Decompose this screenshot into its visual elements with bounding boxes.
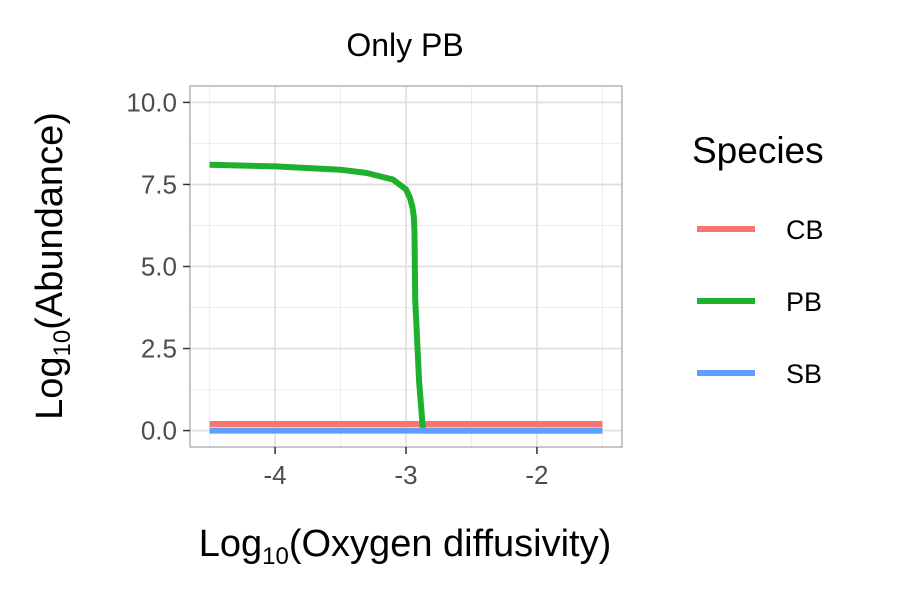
y-axis-title-paren: (Abundance): [29, 112, 71, 330]
x-axis-title-base: Log: [199, 523, 262, 565]
x-axis-title-paren: (Oxygen diffusivity): [289, 523, 611, 565]
x-tick-label: -3: [394, 460, 417, 490]
major-gridlines: [190, 86, 622, 447]
series-lines: [209, 161, 603, 434]
y-axis-title-subscript: 10: [49, 330, 76, 357]
y-tick-label: 10.0: [126, 87, 177, 117]
legend-label-pb: PB: [786, 287, 822, 317]
chart-title: Only PB: [346, 27, 463, 63]
legend-items: CB PB SB: [697, 215, 824, 389]
x-tick-label: -2: [525, 460, 548, 490]
y-tick-label: 0.0: [141, 416, 177, 446]
y-tick-label: 7.5: [141, 169, 177, 199]
y-axis-title: Log10(Abundance): [29, 112, 76, 420]
y-tick-label: 2.5: [141, 334, 177, 364]
x-axis-title: Log10(Oxygen diffusivity): [199, 523, 612, 570]
legend: Species CB PB SB: [692, 130, 824, 389]
y-axis-title-base: Log: [29, 356, 71, 419]
x-axis-title-subscript: 10: [262, 543, 289, 570]
legend-title: Species: [692, 130, 824, 171]
y-tick-label: 5.0: [141, 252, 177, 282]
legend-label-sb: SB: [786, 359, 822, 389]
y-axis-ticks: 0.0 2.5 5.0 7.5 10.0: [126, 87, 190, 446]
x-tick-label: -4: [264, 460, 287, 490]
legend-label-cb: CB: [786, 215, 824, 245]
x-axis-ticks: -4 -3 -2: [264, 447, 548, 490]
